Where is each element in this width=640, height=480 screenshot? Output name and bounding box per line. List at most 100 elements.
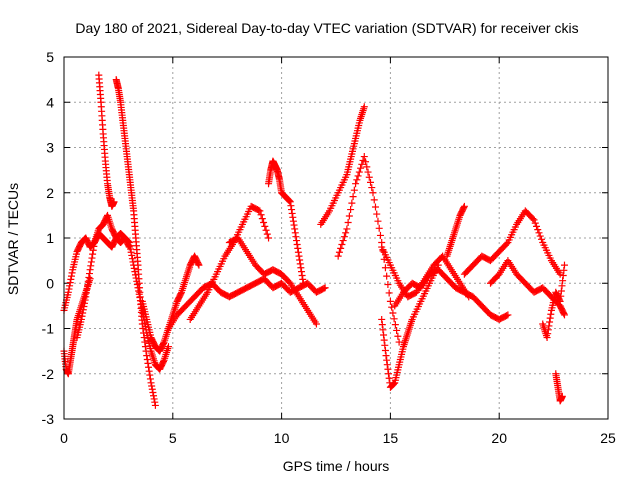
data-point — [384, 365, 392, 373]
data-point — [383, 356, 391, 364]
data-point — [340, 233, 348, 241]
data-point — [289, 213, 297, 221]
data-point — [84, 277, 92, 285]
data-point — [556, 270, 564, 278]
data-point — [297, 268, 305, 276]
data-point — [357, 164, 365, 172]
series-arc-p — [443, 202, 468, 260]
data-point — [371, 203, 379, 211]
data-point — [385, 370, 393, 378]
data-point — [382, 352, 390, 360]
data-point — [556, 296, 564, 304]
chart-title: Day 180 of 2021, Sidereal Day-to-day VTE… — [75, 20, 578, 36]
data-point — [546, 314, 554, 322]
data-point — [363, 163, 371, 171]
data-point — [321, 284, 329, 292]
data-point — [558, 392, 566, 400]
data-point — [360, 153, 368, 161]
data-point — [504, 311, 512, 319]
data-point — [286, 198, 294, 206]
data-point — [140, 329, 148, 337]
data-point — [535, 229, 543, 237]
x-tick-label: 5 — [169, 430, 177, 446]
data-point — [150, 392, 158, 400]
data-point — [147, 379, 155, 387]
data-point — [288, 206, 296, 214]
data-point — [85, 273, 93, 281]
data-point — [345, 212, 353, 220]
data-point — [79, 306, 87, 314]
data-point — [367, 178, 375, 186]
data-point — [393, 326, 401, 334]
data-point — [299, 279, 307, 287]
data-point — [296, 256, 304, 264]
series-arc-h — [186, 202, 273, 323]
data-point — [503, 312, 511, 320]
data-point — [559, 271, 567, 279]
data-point — [337, 244, 345, 252]
data-point — [138, 320, 146, 328]
data-point — [560, 261, 568, 269]
y-tick-label: 1 — [46, 230, 54, 246]
data-point — [395, 338, 403, 346]
data-point — [81, 296, 89, 304]
data-point — [536, 232, 544, 240]
data-point — [294, 244, 302, 252]
data-point — [381, 264, 389, 272]
series-arc-n — [378, 243, 473, 301]
data-point — [383, 361, 391, 369]
data-point — [339, 237, 347, 245]
data-point — [534, 226, 542, 234]
data-point — [537, 235, 545, 243]
data-point — [78, 312, 86, 320]
data-point — [348, 199, 356, 207]
plot-border — [63, 56, 609, 420]
data-point — [360, 103, 368, 111]
data-point — [151, 401, 159, 409]
data-point — [374, 217, 382, 225]
data-point — [81, 299, 89, 307]
data-point — [460, 204, 468, 212]
data-point — [68, 269, 76, 277]
data-point — [110, 198, 118, 206]
data-point — [385, 374, 393, 382]
data-point — [373, 210, 381, 218]
y-axis-label: SDTVAR / TECUs — [5, 183, 21, 295]
x-axis-label: GPS time / hours — [283, 458, 390, 474]
data-point — [355, 168, 363, 176]
data-point — [383, 272, 391, 280]
data-point — [89, 246, 97, 254]
series-arc-q — [460, 207, 564, 278]
data-point — [389, 309, 397, 317]
data-point — [543, 334, 551, 342]
data-point — [82, 293, 90, 301]
y-tick-label: 2 — [46, 185, 54, 201]
data-point — [334, 252, 342, 260]
data-point — [195, 261, 203, 269]
data-point — [150, 395, 158, 403]
data-point — [164, 343, 172, 351]
data-point — [560, 310, 568, 318]
data-point — [149, 388, 157, 396]
data-point — [66, 279, 74, 287]
data-point — [546, 318, 554, 326]
data-point — [533, 222, 541, 230]
data-point — [125, 242, 133, 250]
data-point — [80, 303, 88, 311]
data-point — [143, 352, 151, 360]
series-arc-r — [486, 257, 568, 319]
data-point — [390, 380, 398, 388]
data-point — [289, 217, 297, 225]
data-point — [379, 326, 387, 334]
data-point — [145, 363, 153, 371]
data-point — [140, 334, 148, 342]
data-point — [128, 255, 136, 263]
data-point — [394, 332, 402, 340]
data-point — [364, 168, 372, 176]
data-point — [146, 371, 154, 379]
data-point — [288, 209, 296, 217]
data-point — [347, 206, 355, 214]
data-point — [375, 224, 383, 232]
data-point — [159, 339, 167, 347]
